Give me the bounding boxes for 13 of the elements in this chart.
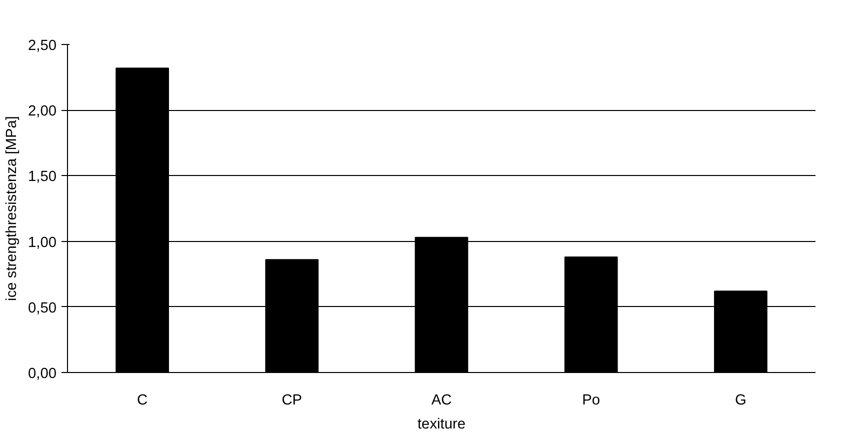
x-tick-label: CP xyxy=(282,392,302,408)
y-tick-label: 0,50 xyxy=(28,300,57,316)
x-tick-label: Po xyxy=(582,392,600,408)
y-tick-label: 2,50 xyxy=(28,38,57,54)
y-tick-label: 0,00 xyxy=(28,366,57,382)
y-tick-label: 2,00 xyxy=(28,104,57,120)
y-tick-label: 1,50 xyxy=(28,169,57,186)
y-axis-title: ice strengthresistenza [MPa] xyxy=(4,116,20,301)
x-tick-label: AC xyxy=(431,392,452,408)
x-tick-label: G xyxy=(735,392,746,408)
x-axis-title: texiture xyxy=(417,416,466,432)
y-tick-label: 1,00 xyxy=(28,234,57,251)
x-tick-label: C xyxy=(137,392,148,408)
